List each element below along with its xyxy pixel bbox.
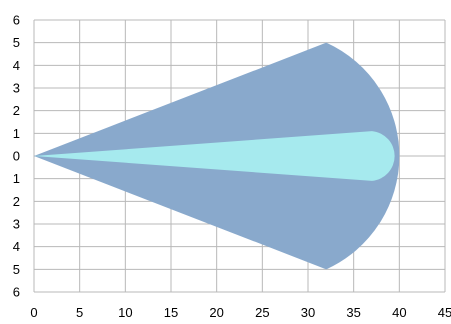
x-axis-tick-labels: 0 5 10 15 20 25 30 35 40 45 — [30, 305, 451, 320]
x-tick-label: 15 — [164, 305, 178, 320]
x-tick-label: 40 — [392, 305, 406, 320]
y-tick-label: 4 — [13, 58, 20, 73]
x-tick-label: 5 — [76, 305, 83, 320]
y-tick-label: 1 — [13, 171, 20, 186]
x-tick-label: 30 — [301, 305, 315, 320]
y-tick-label: 0 — [13, 149, 20, 164]
x-tick-label: 35 — [346, 305, 360, 320]
y-tick-label: 3 — [13, 217, 20, 232]
x-tick-label: 10 — [118, 305, 132, 320]
y-tick-label: 3 — [13, 81, 20, 96]
x-tick-label: 25 — [255, 305, 269, 320]
y-tick-label: 5 — [13, 35, 20, 50]
y-tick-label: 4 — [13, 239, 20, 254]
x-tick-label: 20 — [209, 305, 223, 320]
y-axis-tick-labels: 6 5 4 3 2 1 0 1 2 3 4 5 6 — [13, 13, 20, 300]
plot-area — [34, 42, 400, 270]
cone-series-2 — [34, 131, 395, 181]
x-tick-label: 45 — [438, 305, 451, 320]
x-tick-label: 0 — [30, 305, 37, 320]
y-tick-label: 1 — [13, 126, 20, 141]
y-tick-label: 5 — [13, 262, 20, 277]
y-tick-label: 6 — [13, 13, 20, 28]
y-tick-label: 2 — [13, 194, 20, 209]
y-tick-label: 6 — [13, 285, 20, 300]
y-tick-label: 2 — [13, 103, 20, 118]
